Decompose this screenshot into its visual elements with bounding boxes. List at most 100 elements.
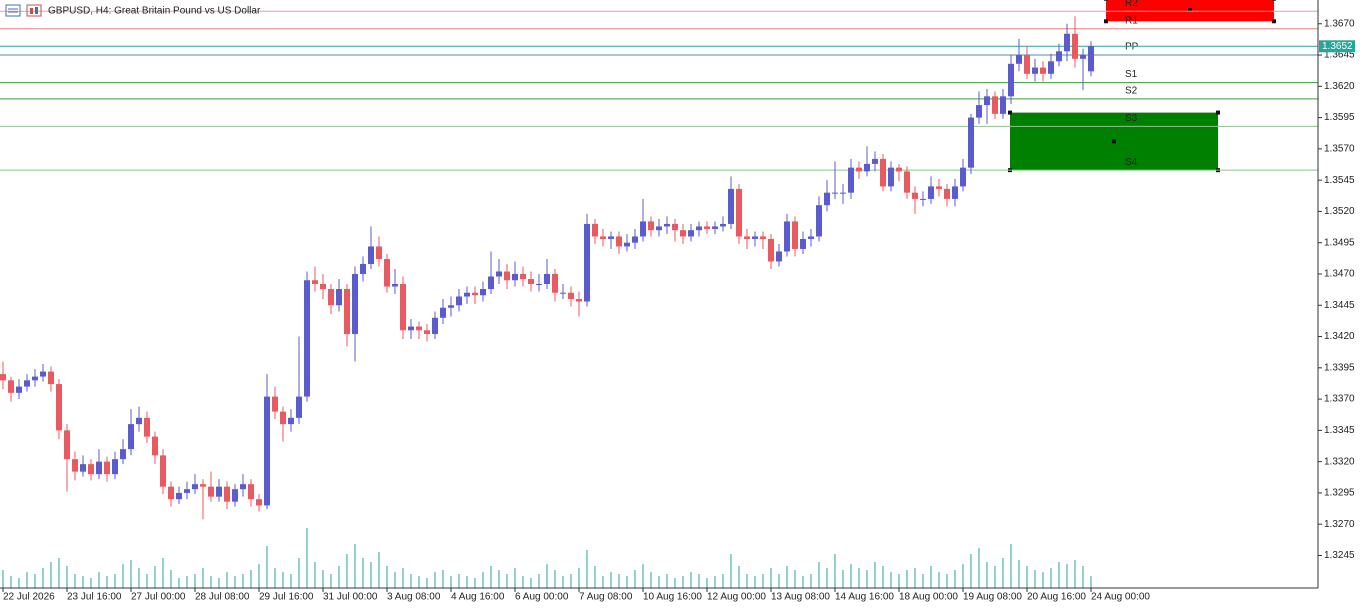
- candle-body: [40, 371, 46, 377]
- y-tick-label: 1.3670: [1324, 18, 1355, 29]
- x-tick-label: 14 Aug 16:00: [835, 592, 894, 603]
- candle-body: [576, 299, 582, 302]
- candle-body: [48, 371, 54, 385]
- candle-body: [232, 489, 238, 502]
- candle-body: [88, 464, 94, 475]
- candle-body: [160, 455, 166, 487]
- candle-body: [192, 484, 198, 490]
- candle-body: [256, 499, 262, 506]
- candle-body: [176, 492, 182, 500]
- candle-body: [760, 236, 766, 239]
- candle-body: [1088, 46, 1094, 72]
- candle-body: [448, 305, 454, 308]
- pivot-label: R1: [1125, 15, 1138, 26]
- candle-body: [344, 288, 350, 335]
- candle-body: [1080, 55, 1086, 59]
- candle-body: [400, 283, 406, 331]
- candle-body: [472, 292, 478, 296]
- candle-body: [720, 223, 726, 227]
- candle-body: [848, 167, 854, 193]
- candle-body: [368, 246, 374, 264]
- zone-anchor: [1188, 8, 1192, 13]
- candle-body: [168, 486, 174, 500]
- candle-body: [952, 186, 958, 199]
- candle-body: [824, 192, 830, 206]
- candle-body: [392, 283, 398, 287]
- candle-body: [528, 278, 534, 284]
- candle-body: [640, 221, 646, 237]
- candle-body: [1056, 51, 1062, 62]
- zone-anchor: [1216, 110, 1220, 115]
- candle-body: [960, 167, 966, 187]
- icon: [35, 7, 38, 14]
- candle-body: [296, 396, 302, 418]
- candle-body: [800, 238, 806, 249]
- candle-body: [128, 424, 134, 450]
- candle-body: [376, 246, 382, 259]
- candle-body: [728, 188, 734, 224]
- candle-body: [752, 236, 758, 239]
- candle-body: [1008, 63, 1014, 97]
- candle-body: [8, 380, 14, 393]
- candle-body: [240, 484, 246, 490]
- candle-body: [120, 449, 126, 460]
- zone-anchor: [1008, 110, 1012, 115]
- y-tick-label: 1.3345: [1324, 425, 1355, 436]
- candle-body: [688, 230, 694, 237]
- x-tick-label: 31 Jul 00:00: [323, 592, 378, 603]
- y-tick-label: 1.3645: [1324, 50, 1355, 61]
- candle-body: [888, 167, 894, 187]
- candle-body: [976, 105, 982, 118]
- candle-body: [712, 226, 718, 229]
- zone-anchor: [1112, 139, 1116, 144]
- candle-body: [920, 198, 926, 200]
- candle-body: [808, 236, 814, 239]
- y-tick-label: 1.3295: [1324, 488, 1355, 499]
- y-tick-label: 1.3245: [1324, 550, 1355, 561]
- candle-body: [680, 230, 686, 237]
- candle-body: [1048, 61, 1054, 74]
- x-tick-label: 10 Aug 16:00: [643, 592, 702, 603]
- candle-body: [432, 317, 438, 335]
- candle-body: [488, 276, 494, 289]
- y-tick-label: 1.3570: [1324, 144, 1355, 155]
- candle-body: [56, 384, 62, 431]
- candle-body: [80, 464, 86, 472]
- x-tick-label: 13 Aug 08:00: [771, 592, 830, 603]
- candle-body: [1072, 33, 1078, 59]
- candle-body: [608, 236, 614, 239]
- x-tick-label: 20 Aug 16:00: [1027, 592, 1086, 603]
- x-tick-label: 4 Aug 16:00: [451, 592, 505, 603]
- candle-body: [360, 263, 366, 274]
- candle-body: [560, 292, 566, 294]
- y-tick-label: 1.3445: [1324, 300, 1355, 311]
- y-tick-label: 1.3620: [1324, 81, 1355, 92]
- x-tick-label: 23 Jul 16:00: [67, 592, 122, 603]
- candle-body: [552, 273, 558, 293]
- candle-body: [200, 484, 206, 487]
- x-tick-label: 28 Jul 08:00: [195, 592, 250, 603]
- candle-body: [792, 221, 798, 249]
- candle-body: [96, 461, 102, 475]
- candle-body: [64, 430, 70, 460]
- candle-body: [1016, 55, 1022, 64]
- x-tick-label: 3 Aug 08:00: [387, 592, 441, 603]
- candle-body: [480, 288, 486, 296]
- candle-body: [744, 236, 750, 239]
- candle-body: [600, 236, 606, 239]
- current-price-label: 1.3652: [1322, 41, 1353, 52]
- y-tick-label: 1.3545: [1324, 175, 1355, 186]
- chart-title: GBPUSD, H4: Great Britain Pound vs US Do…: [48, 6, 261, 17]
- pivot-label: S1: [1125, 69, 1138, 80]
- icon: [5, 4, 21, 17]
- current-price-box: [1319, 40, 1355, 53]
- candle-body: [280, 411, 286, 425]
- zone-anchor: [1272, 19, 1276, 24]
- candle-body: [304, 280, 310, 397]
- candle-body: [1000, 96, 1006, 114]
- candle-body: [496, 271, 502, 277]
- candle-body: [816, 205, 822, 237]
- x-tick-label: 22 Jul 2026: [3, 592, 55, 603]
- candle-body: [512, 273, 518, 281]
